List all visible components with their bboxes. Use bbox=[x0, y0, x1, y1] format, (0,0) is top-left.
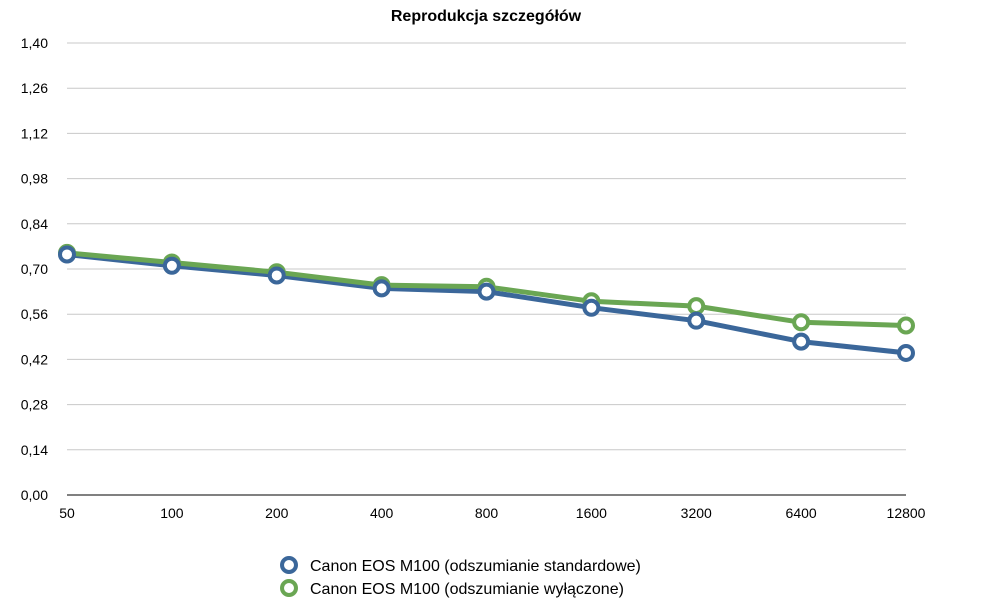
x-tick-label: 200 bbox=[265, 505, 289, 521]
series-1-point bbox=[687, 297, 706, 316]
x-tick-label: 3200 bbox=[681, 505, 712, 521]
y-tick-label: 1,12 bbox=[21, 125, 48, 141]
y-tick-label: 0,42 bbox=[21, 351, 48, 367]
series-0-point bbox=[477, 282, 496, 301]
grid-lines bbox=[67, 42, 906, 451]
y-tick-label: 0,28 bbox=[21, 397, 48, 413]
series-0-point bbox=[162, 256, 181, 275]
x-tick-label: 12800 bbox=[887, 505, 926, 521]
series-0-point bbox=[687, 311, 706, 330]
y-tick-label: 0,56 bbox=[21, 306, 48, 322]
x-tick-label: 1600 bbox=[576, 505, 607, 521]
series-lines bbox=[58, 243, 915, 362]
legend-marker-0 bbox=[280, 556, 298, 574]
series-1-point bbox=[792, 313, 811, 332]
y-axis-ticks: 0,00 0,14 0,28 0,42 0,56 0,70 0,84 0,98 1,12 1,26… bbox=[21, 35, 48, 503]
series-0-point bbox=[58, 245, 76, 264]
y-tick-label: 0,00 bbox=[21, 487, 48, 503]
x-tick-label: 100 bbox=[160, 505, 184, 521]
x-tick-label: 6400 bbox=[786, 505, 817, 521]
series-0-point bbox=[267, 266, 286, 285]
series-0-point bbox=[792, 332, 811, 351]
y-tick-label: 0,84 bbox=[21, 216, 48, 232]
y-tick-label: 1,40 bbox=[21, 35, 48, 51]
legend-label-1: Canon EOS M100 (odszumianie wyłączone) bbox=[310, 581, 624, 598]
legend: Canon EOS M100 (odszumianie standardowe)… bbox=[280, 556, 641, 598]
y-tick-label: 0,98 bbox=[21, 171, 48, 187]
x-tick-label: 800 bbox=[475, 505, 499, 521]
y-tick-label: 0,14 bbox=[21, 442, 48, 458]
series-0-point bbox=[372, 279, 391, 298]
x-axis-ticks: 50 100 200 400 800 1600 3200 6400 12800 bbox=[59, 505, 925, 521]
y-tick-label: 0,70 bbox=[21, 261, 48, 277]
chart-title: Reprodukcja szczegółów bbox=[391, 8, 582, 25]
y-tick-label: 1,26 bbox=[21, 80, 48, 96]
x-tick-label: 400 bbox=[370, 505, 394, 521]
x-tick-label: 50 bbox=[59, 505, 75, 521]
series-0-point bbox=[897, 343, 915, 362]
series-1-point bbox=[897, 316, 915, 335]
series-0-point bbox=[582, 298, 601, 317]
legend-label-0: Canon EOS M100 (odszumianie standardowe) bbox=[310, 558, 641, 575]
legend-marker-1 bbox=[280, 579, 298, 597]
